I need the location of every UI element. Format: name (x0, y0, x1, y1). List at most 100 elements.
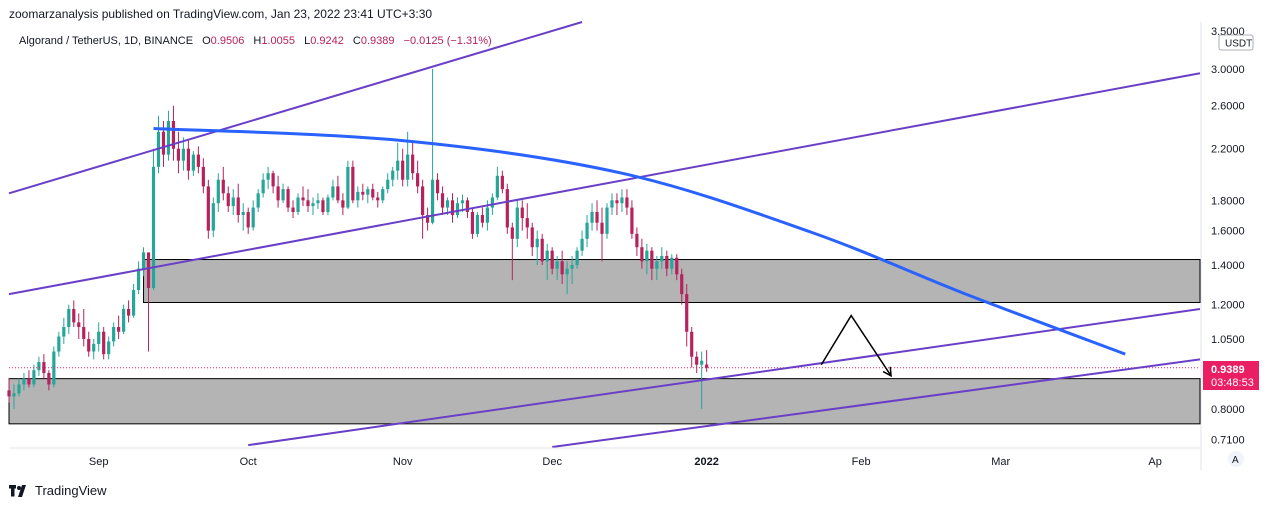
candle-body (201, 166, 205, 187)
currency-badge-label: USDT (1225, 39, 1252, 50)
candle-body (331, 186, 335, 198)
candle-body (181, 148, 186, 161)
candle-body (356, 191, 360, 201)
symbol-name[interactable]: Algorand / TetherUS, 1D, BINANCE (19, 35, 194, 47)
candle-body (670, 257, 674, 269)
drawings-layer (8, 21, 1201, 448)
candle-body (221, 179, 225, 194)
candle-body (391, 170, 395, 180)
channel-line-1 (8, 72, 1201, 296)
candle-body (246, 212, 250, 228)
projection-path (820, 314, 892, 377)
candle-body (176, 148, 181, 161)
candle-body (67, 308, 71, 328)
candle-body (166, 121, 171, 155)
currency-badge[interactable] (1218, 34, 1254, 51)
time-tick-label: 2022 (694, 456, 718, 468)
price-tag-box (1203, 361, 1259, 390)
candle-body (102, 331, 106, 355)
candle-body (540, 238, 544, 262)
candle-body (435, 179, 440, 194)
low-label: L (304, 35, 311, 47)
candle-body (301, 197, 305, 201)
candle-body (480, 215, 485, 223)
candle-body (72, 308, 76, 323)
candle-body (22, 378, 26, 385)
candle-body (635, 233, 639, 248)
candle-body (271, 173, 275, 187)
candle-body (326, 197, 330, 213)
high-value: 1.0055 (261, 35, 295, 47)
candle-body (376, 197, 380, 201)
time-tick-label: Sep (89, 456, 109, 468)
candle-body (341, 200, 345, 208)
price-tag-countdown: 03:48:53 (1211, 377, 1254, 389)
candle-body (386, 179, 390, 190)
candle-body (655, 261, 659, 269)
candle-body (336, 186, 340, 201)
price-tick-label: 1.2000 (1211, 300, 1245, 312)
candle-body (52, 351, 56, 385)
candle-body (440, 193, 445, 208)
candle-body (705, 364, 709, 368)
candle-body (625, 197, 629, 208)
candle-body (416, 173, 420, 187)
candle-body (455, 203, 460, 216)
candle-body (545, 250, 549, 262)
candle-body (565, 268, 569, 275)
symbol-legend: Algorand / TetherUS, 1D, BINANCE O0.9506… (19, 35, 492, 47)
auto-scale-button[interactable] (1228, 451, 1244, 467)
candle-body (131, 290, 136, 316)
candle-body (231, 197, 235, 207)
candle-body (510, 227, 514, 239)
candle-body (595, 212, 599, 223)
candle-body (226, 193, 230, 207)
candle-body (161, 131, 166, 155)
candle-body (445, 200, 450, 208)
candle-body (505, 189, 509, 228)
candle-body (216, 179, 220, 204)
candle-body (112, 327, 116, 342)
candle-body (615, 200, 619, 204)
price-tick-label: 0.7100 (1211, 435, 1245, 447)
candle-body (470, 212, 475, 234)
candle-body (690, 331, 694, 357)
candle-body (17, 384, 21, 394)
candle-body (92, 343, 96, 352)
candle-body (371, 189, 375, 198)
candle-body (32, 370, 36, 385)
candle-body (525, 218, 529, 228)
candle-body (266, 173, 270, 180)
candle-body (366, 189, 370, 195)
candle-body (251, 207, 255, 228)
candle-body (117, 327, 121, 332)
candle-body (585, 222, 589, 239)
time-tick-label: Dec (542, 456, 562, 468)
channel-line-0 (8, 21, 583, 195)
candle-body (665, 255, 669, 269)
candle-body (645, 250, 649, 262)
candle-body (590, 212, 594, 223)
candle-body (465, 200, 470, 213)
candle-body (495, 175, 499, 198)
candle-body (535, 238, 539, 248)
high-label: H (253, 35, 262, 47)
tradingview-logo-icon (9, 484, 26, 497)
footer-brand[interactable]: TradingView (9, 483, 107, 498)
candle-body (685, 294, 689, 332)
candle-body (700, 360, 704, 365)
candle-body (82, 327, 86, 339)
candle-body (296, 197, 300, 213)
candle-body (515, 207, 519, 239)
candle-body (675, 257, 679, 275)
candle-body (12, 393, 16, 397)
candle-body (575, 250, 579, 265)
low-value: 0.9242 (310, 35, 344, 47)
candle-body (660, 255, 664, 262)
candle-body (346, 166, 350, 208)
candle-body (605, 207, 609, 234)
candle-body (306, 200, 310, 207)
candle-body (286, 189, 290, 208)
candle-body (421, 186, 425, 216)
